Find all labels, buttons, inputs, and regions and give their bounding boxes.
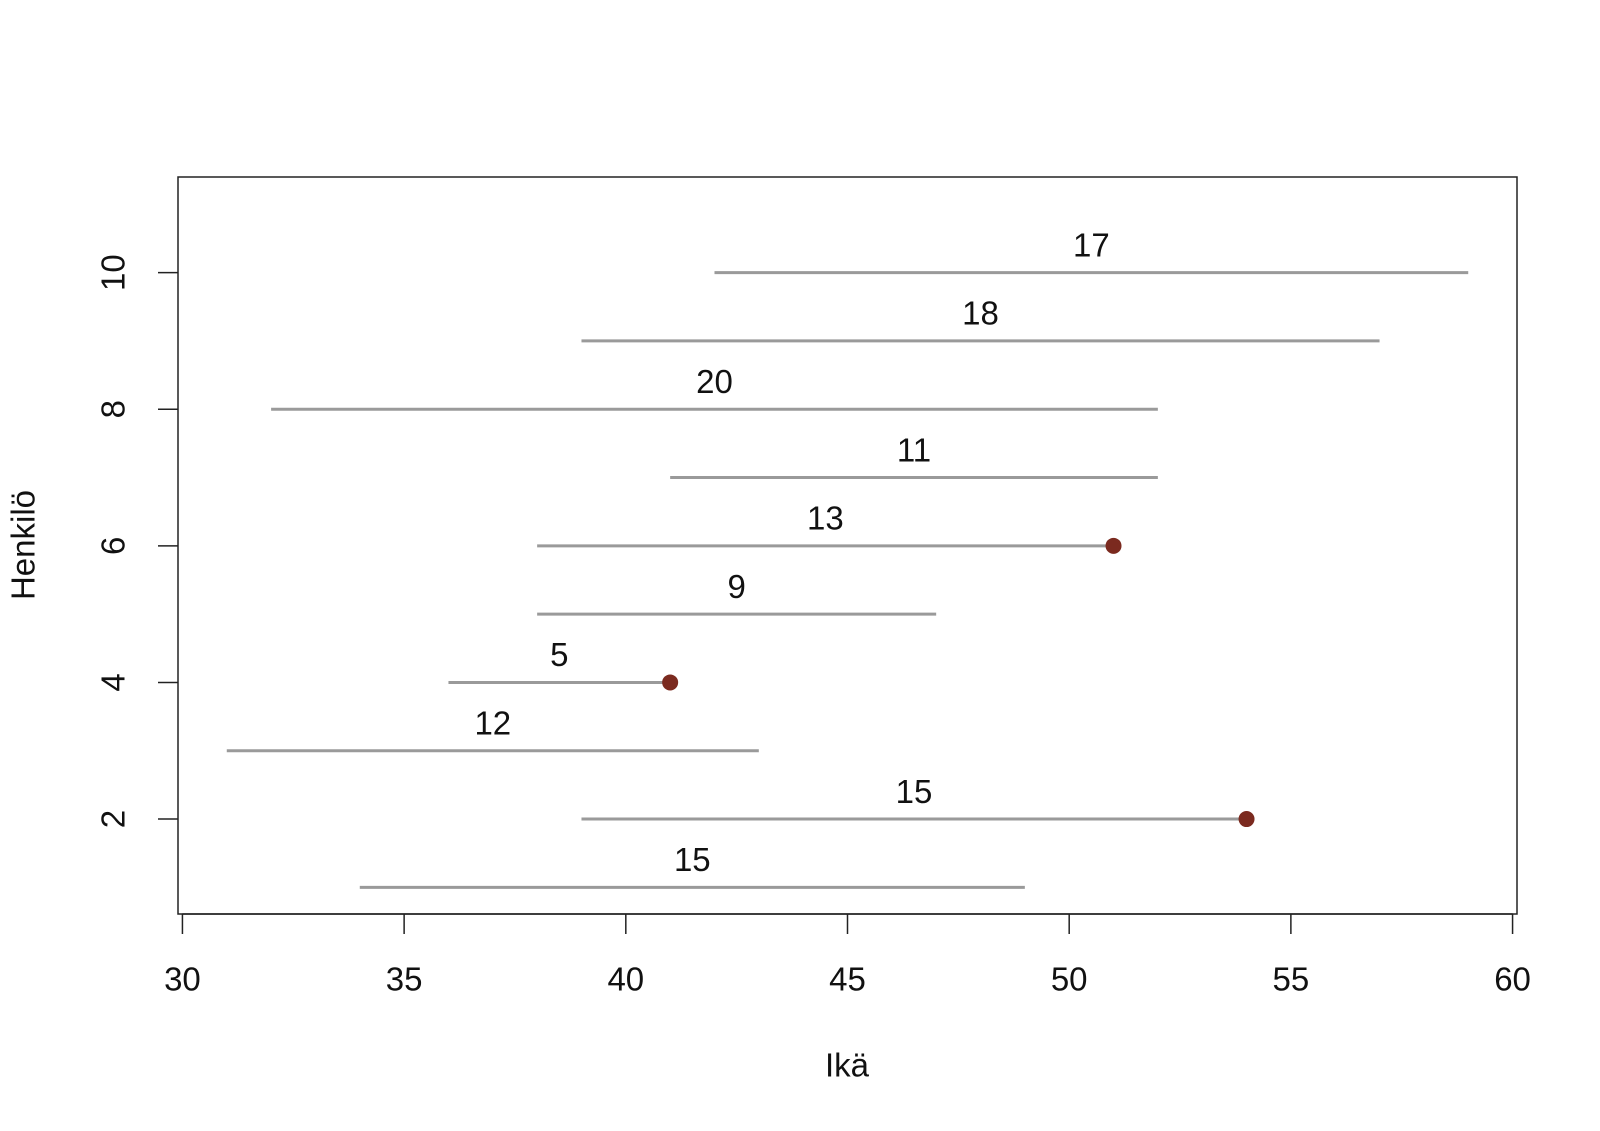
y-axis-label: Henkilö — [5, 490, 42, 600]
x-axis-label: Ikä — [825, 1047, 870, 1084]
duration-label: 12 — [474, 704, 511, 741]
duration-label: 15 — [896, 773, 933, 810]
x-tick-label: 50 — [1051, 961, 1088, 998]
y-tick-label: 10 — [95, 254, 132, 291]
x-tick-label: 55 — [1273, 961, 1310, 998]
y-tick-label: 2 — [95, 810, 132, 828]
y-tick-label: 8 — [95, 400, 132, 418]
x-tick-label: 60 — [1494, 961, 1531, 998]
duration-label: 15 — [674, 841, 711, 878]
x-tick-label: 30 — [164, 961, 201, 998]
duration-label: 11 — [897, 431, 931, 468]
duration-label: 5 — [550, 636, 568, 673]
event-point — [1238, 811, 1255, 828]
y-tick-label: 4 — [95, 673, 132, 691]
x-tick-label: 35 — [386, 961, 423, 998]
y-tick-label: 6 — [95, 537, 132, 555]
duration-label: 20 — [696, 363, 733, 400]
x-tick-label: 40 — [607, 961, 644, 998]
duration-label: 9 — [727, 568, 745, 605]
event-point — [1105, 537, 1122, 554]
duration-label: 18 — [962, 295, 999, 332]
duration-label: 13 — [807, 500, 844, 537]
event-point — [662, 674, 679, 691]
duration-label: 17 — [1073, 226, 1110, 263]
x-tick-label: 45 — [829, 961, 866, 998]
